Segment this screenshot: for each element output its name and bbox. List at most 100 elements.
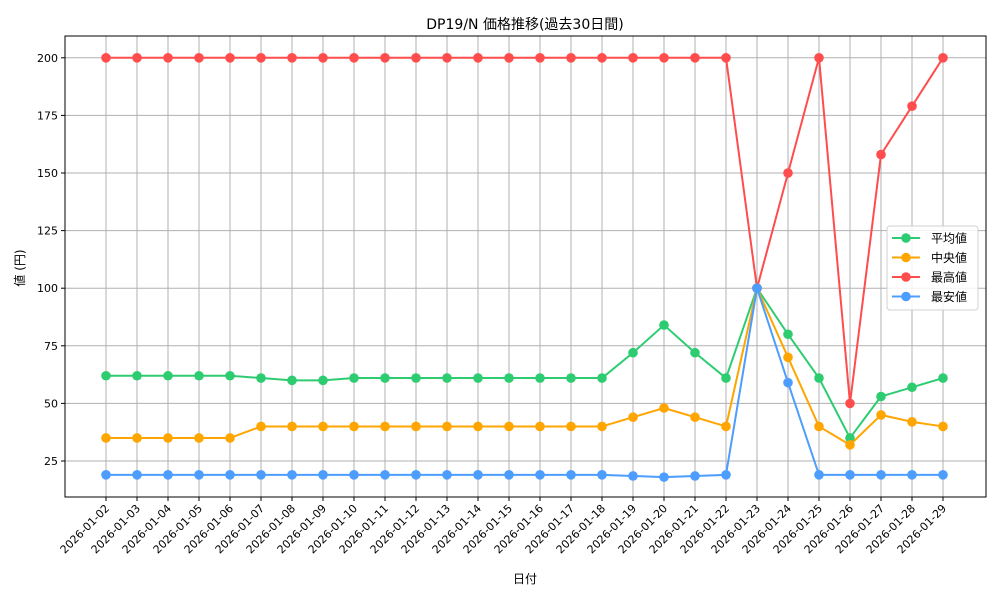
y-axis-label: 値 (円) [12,249,27,286]
data-point [783,352,793,363]
data-point [411,53,421,63]
data-point [938,421,948,432]
data-point [473,53,483,63]
data-point [876,410,886,420]
data-point [473,470,483,480]
data-point [845,440,855,450]
data-point [194,433,204,443]
data-point [876,391,886,402]
data-point [225,53,235,63]
y-axis-ticks: 25 50 75 100 125 150 175 200 [37,52,65,468]
data-point [225,433,235,443]
data-point [380,421,390,432]
x-axis-label: 日付 [513,572,537,586]
data-point [132,370,142,381]
data-point [256,470,266,480]
data-point [628,53,638,63]
data-point [659,472,669,482]
data-point [411,421,421,432]
data-point [380,53,390,63]
grid-lines [65,36,986,497]
y-tick-label: 25 [44,455,58,468]
data-point [690,347,700,358]
data-point [628,347,638,358]
series-lines [101,53,948,482]
legend-item: 最安値 [892,289,967,304]
legend-item: 中央値 [892,250,967,265]
data-point [163,470,173,480]
data-point [287,470,297,480]
data-point [907,382,917,393]
data-point [287,421,297,432]
data-point [845,470,855,480]
data-point [101,370,111,381]
data-point [566,421,576,432]
data-point [442,373,452,383]
series-1 [101,283,948,450]
data-point [783,377,793,388]
data-point [318,470,328,480]
data-point [938,373,948,383]
data-point [752,283,762,294]
legend-label: 最高値 [931,270,967,285]
data-point [628,412,638,423]
data-point [132,470,142,480]
y-tick-label: 100 [37,282,58,295]
data-point [907,470,917,480]
legend-marker-icon [901,272,911,282]
data-point [132,53,142,63]
data-point [442,421,452,432]
data-point [721,53,731,63]
data-point [504,470,514,480]
data-point [318,53,328,63]
data-point [349,53,359,63]
data-point [690,412,700,423]
data-point [411,470,421,480]
y-tick-label: 125 [37,225,58,238]
data-point [380,373,390,383]
data-point [597,470,607,480]
legend-label: 最安値 [931,289,967,304]
data-point [659,320,669,330]
data-point [194,470,204,480]
data-point [504,421,514,432]
data-point [721,373,731,383]
data-point [194,53,204,63]
data-point [132,433,142,443]
data-point [938,470,948,480]
data-point [380,470,390,480]
chart-title: DP19/N 価格推移(過去30日間) [426,17,623,33]
data-point [907,101,917,111]
legend-label: 平均値 [931,231,967,246]
data-point [349,373,359,383]
data-point [101,470,111,480]
data-point [535,53,545,63]
series-3 [101,283,948,482]
data-point [628,471,638,481]
data-point [597,373,607,383]
data-point [535,470,545,480]
data-point [566,53,576,63]
data-point [318,375,328,386]
data-point [194,370,204,381]
series-line [106,287,944,439]
legend-label: 中央値 [931,250,967,265]
legend-marker-icon [901,233,911,243]
data-point [442,470,452,480]
plot-frame [64,35,987,498]
data-point [318,421,328,432]
y-tick-label: 175 [37,109,58,122]
data-point [938,53,948,63]
legend-box [886,225,979,311]
data-point [690,53,700,63]
data-point [535,421,545,432]
y-tick-label: 75 [44,340,58,353]
y-tick-label: 200 [37,52,58,65]
data-point [783,329,793,340]
data-point [225,470,235,480]
data-point [287,53,297,63]
data-point [535,373,545,383]
